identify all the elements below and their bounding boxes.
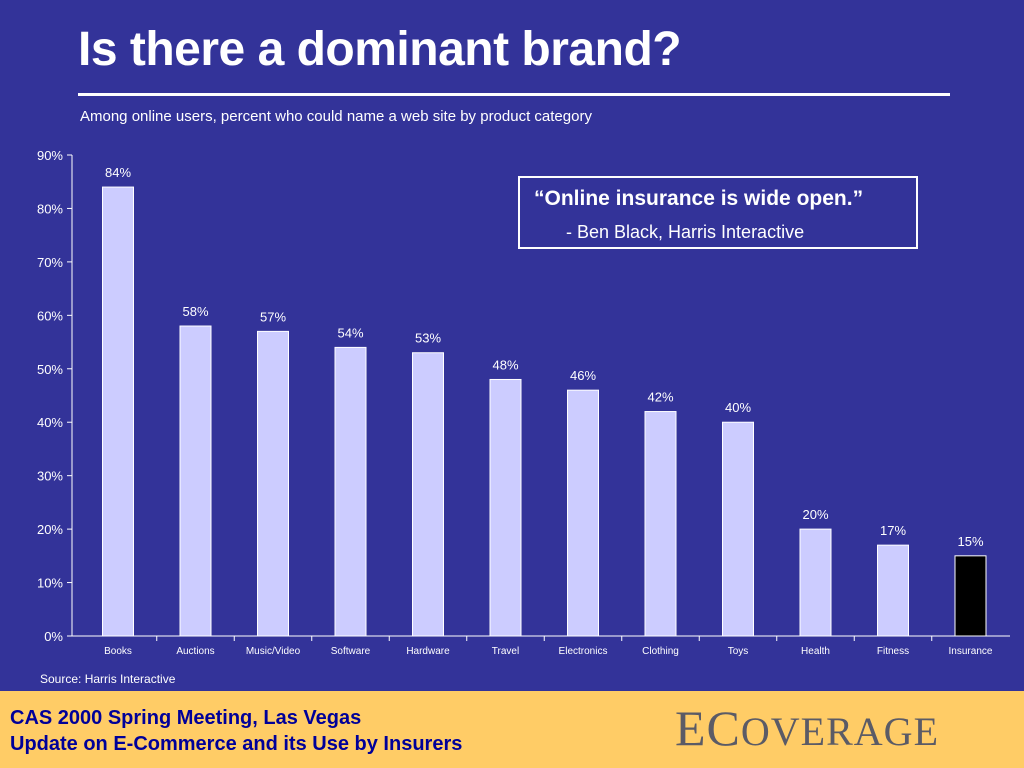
y-tick-label: 60% [37, 308, 63, 323]
title-divider [78, 93, 950, 96]
x-tick-label: Travel [492, 646, 519, 657]
bar-books [102, 186, 134, 637]
x-tick-label: Software [331, 646, 371, 657]
y-tick-label: 80% [37, 201, 63, 216]
x-tick-label: Fitness [877, 646, 909, 657]
bar-hardware [412, 352, 444, 637]
x-tick-label: Auctions [176, 646, 214, 657]
y-tick-label: 10% [37, 576, 63, 591]
x-tick-label: Clothing [642, 646, 679, 657]
bar-value-label: 58% [182, 304, 208, 319]
y-tick-label: 40% [37, 415, 63, 430]
chart-subtitle: Among online users, percent who could na… [80, 108, 592, 125]
quote-text: “Online insurance is wide open.” [534, 187, 864, 210]
quote-box: “Online insurance is wide open.” - Ben B… [518, 176, 918, 249]
footer-bar: CAS 2000 Spring Meeting, Las Vegas Updat… [0, 691, 1024, 768]
x-axis: Books Auctions Music/Video Software Hardware… [72, 635, 1010, 657]
bar-value-label: 46% [570, 368, 596, 383]
bar-value-label: 57% [260, 309, 286, 324]
y-tick-label: 90% [37, 148, 63, 163]
bar-insurance [954, 555, 987, 637]
bar-value-label: 15% [957, 534, 983, 549]
bar-value-label: 42% [647, 390, 673, 405]
y-tick-label: 70% [37, 255, 63, 270]
quote-author: - Ben Black, Harris Interactive [566, 222, 805, 242]
y-tick-label: 50% [37, 362, 63, 377]
bar-health [799, 528, 832, 637]
x-tick-label: Health [801, 646, 830, 657]
x-tick-label: Electronics [559, 646, 608, 657]
bar-clothing [644, 411, 677, 637]
bar-electronics [567, 389, 599, 637]
bar-music-video [257, 330, 289, 637]
bar-software [334, 346, 367, 637]
bar-value-label: 40% [725, 400, 751, 415]
bar-auctions [179, 325, 212, 637]
y-tick-label: 0% [44, 629, 63, 644]
ecoverage-logo: ECOVERAGE [675, 700, 939, 756]
x-tick-label: Toys [728, 646, 749, 657]
bar-value-label: 54% [337, 325, 363, 340]
y-tick-label: 20% [37, 522, 63, 537]
bar-chart: 0% 10% 20% 30% 40% 50% 60% 70% 80% 90% 84% 58% 57% 5… [37, 148, 1010, 657]
bar-toys [722, 421, 754, 637]
y-axis: 0% 10% 20% 30% 40% 50% 60% 70% 80% 90% [37, 148, 73, 644]
source-note: Source: Harris Interactive [40, 672, 176, 686]
bars: 84% 58% 57% 54% 53% 48% 46% 42% 40% 20% 17% 15% [102, 165, 987, 637]
bar-value-label: 20% [802, 507, 828, 522]
x-tick-label: Books [104, 646, 132, 657]
x-tick-label: Music/Video [246, 646, 301, 657]
bar-travel [489, 378, 522, 637]
bar-value-label: 48% [492, 357, 518, 372]
bar-value-label: 53% [415, 331, 441, 346]
slide-title: Is there a dominant brand? [78, 23, 682, 76]
footer-topic: Update on E-Commerce and its Use by Insu… [10, 733, 463, 755]
x-tick-label: Hardware [406, 646, 450, 657]
y-tick-label: 30% [37, 469, 63, 484]
x-tick-label: Insurance [949, 646, 993, 657]
bar-value-label: 17% [880, 523, 906, 538]
bar-value-label: 84% [105, 165, 131, 180]
bar-fitness [877, 544, 909, 637]
footer-event: CAS 2000 Spring Meeting, Las Vegas [10, 707, 362, 729]
